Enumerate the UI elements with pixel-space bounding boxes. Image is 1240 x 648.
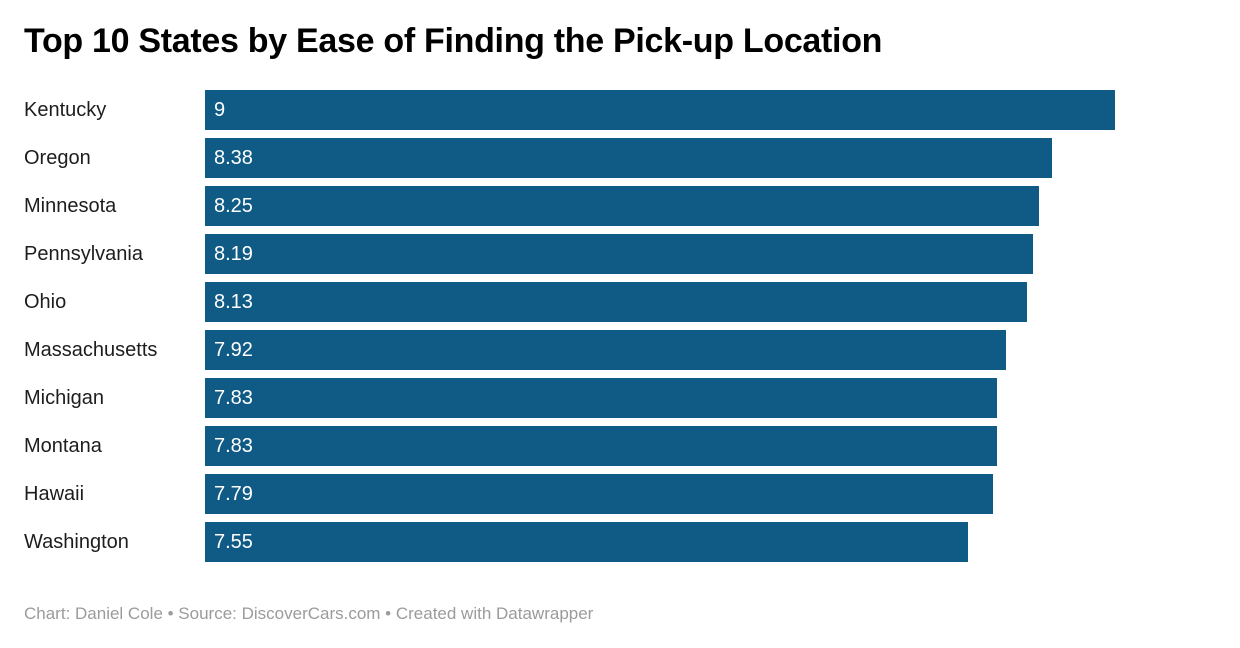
bar-track: 7.79 <box>205 474 1115 514</box>
bar: 7.92 <box>205 330 1006 370</box>
bar-value-label: 8.13 <box>214 290 253 313</box>
bar: 8.38 <box>205 138 1053 178</box>
bar-chart: Kentucky 9 Oregon 8.38 Minnesota 8.25 Pennsylv… <box>24 90 1216 570</box>
bar-row: Massachusetts 7.92 <box>24 330 1216 370</box>
bar-value-label: 8.25 <box>214 194 253 217</box>
bar: 8.19 <box>205 234 1034 274</box>
bar-row: Hawaii 7.79 <box>24 474 1216 514</box>
category-label: Hawaii <box>24 483 85 505</box>
bar: 7.83 <box>205 426 997 466</box>
category-label: Ohio <box>24 291 67 313</box>
category-label: Oregon <box>24 147 91 169</box>
bar-row: Oregon 8.38 <box>24 138 1216 178</box>
bar: 8.13 <box>205 282 1028 322</box>
bar-row: Montana 7.83 <box>24 426 1216 466</box>
bar-row: Washington 7.55 <box>24 522 1216 562</box>
bar-value-label: 7.79 <box>214 482 253 505</box>
bar: 7.83 <box>205 378 997 418</box>
bar-value-label: 9 <box>214 98 226 121</box>
bar: 9 <box>205 90 1115 130</box>
bar-value-label: 8.38 <box>214 146 253 169</box>
category-label: Pennsylvania <box>24 243 143 265</box>
bar-track: 8.13 <box>205 282 1115 322</box>
bar-row: Ohio 8.13 <box>24 282 1216 322</box>
chart-title: Top 10 States by Ease of Finding the Pic… <box>24 22 883 60</box>
bar-track: 8.38 <box>205 138 1115 178</box>
bar-track: 9 <box>205 90 1115 130</box>
bar-value-label: 7.83 <box>214 434 253 457</box>
bar-row: Minnesota 8.25 <box>24 186 1216 226</box>
bar-track: 7.92 <box>205 330 1115 370</box>
category-label: Minnesota <box>24 195 117 217</box>
category-label: Kentucky <box>24 99 107 121</box>
bar: 8.25 <box>205 186 1040 226</box>
bar-row: Pennsylvania 8.19 <box>24 234 1216 274</box>
bar-row: Kentucky 9 <box>24 90 1216 130</box>
bar-track: 7.83 <box>205 426 1115 466</box>
category-label: Washington <box>24 531 129 553</box>
category-label: Montana <box>24 435 102 457</box>
bar-value-label: 7.55 <box>214 530 253 553</box>
bar-track: 8.19 <box>205 234 1115 274</box>
category-label: Massachusetts <box>24 339 158 361</box>
bar-value-label: 7.92 <box>214 338 253 361</box>
bar-value-label: 7.83 <box>214 386 253 409</box>
bar-track: 7.55 <box>205 522 1115 562</box>
bar-track: 7.83 <box>205 378 1115 418</box>
bar: 7.79 <box>205 474 993 514</box>
chart-footer-credits: Chart: Daniel Cole • Source: DiscoverCar… <box>24 604 594 623</box>
bar-value-label: 8.19 <box>214 242 253 265</box>
bar-row: Michigan 7.83 <box>24 378 1216 418</box>
bar: 7.55 <box>205 522 969 562</box>
category-label: Michigan <box>24 387 105 409</box>
bar-track: 8.25 <box>205 186 1115 226</box>
